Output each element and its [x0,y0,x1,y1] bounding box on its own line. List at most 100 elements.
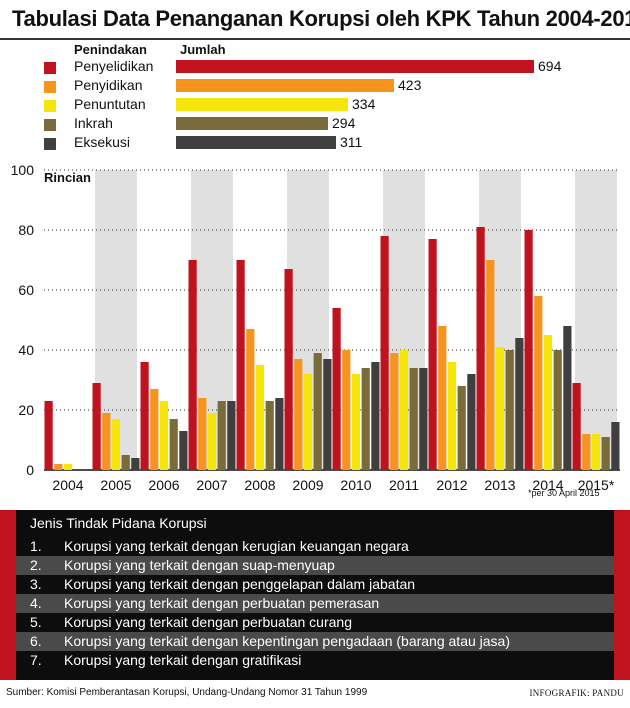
bar-eksekusi-2012 [467,374,476,470]
summary-bar [176,117,328,130]
x-tick-label: 2008 [244,477,275,493]
source-note: Sumber: Komisi Pemberantasan Korupsi, Un… [6,687,368,698]
y-axis-label: Rincian [44,170,91,185]
summary-label: Penuntutan [74,96,146,112]
bar-penuntutan-2009 [303,374,313,470]
y-tick-label: 0 [26,462,34,478]
summary-label: Penyidikan [74,77,143,93]
bar-penyidikan-2014 [534,296,543,470]
background-band [575,170,617,470]
bar-penyelidikan-2006 [140,362,149,470]
list-item-text: Korupsi yang terkait dengan kepentingan … [64,633,510,649]
list-item: 3. Korupsi yang terkait dengan penggelap… [16,575,614,594]
bar-penyelidikan-2005 [92,383,101,470]
x-tick-label: 2007 [196,477,227,493]
bar-penyidikan-2012 [438,326,447,470]
bar-inkrah-2005 [121,455,130,470]
bar-penyelidikan-2013 [476,227,485,470]
bar-eksekusi-2005 [131,458,140,470]
bar-penyelidikan-2010 [332,308,341,470]
bar-inkrah-2011 [409,368,418,470]
bar-penuntutan-2006 [159,401,169,470]
list-item: 7. Korupsi yang terkait dengan gratifika… [16,651,614,670]
bar-inkrah-2007 [217,401,226,470]
title-divider [0,38,630,40]
summary-bar [176,60,534,73]
list-item-number: 5. [30,614,42,630]
summary-value: 294 [332,115,356,131]
bar-penuntutan-2013 [495,347,505,470]
y-tick-label: 40 [18,342,34,358]
list-item: 2. Korupsi yang terkait dengan suap-meny… [16,556,614,575]
summary-label: Penyelidikan [74,58,154,74]
bar-penyidikan-2009 [294,359,303,470]
x-tick-label: 2011 [389,477,419,493]
summary-bar [176,98,348,111]
bar-inkrah-2009 [313,353,322,470]
summary-value: 311 [340,134,363,150]
summary-bar [176,79,394,92]
summary-label: Inkrah [74,115,113,131]
page-title: Tabulasi Data Penanganan Korupsi oleh KP… [12,6,630,31]
bar-penuntutan-2007 [207,413,217,470]
bar-penyidikan-2004 [54,464,63,470]
x-tick-label: 2012 [436,477,467,493]
list-item-number: 2. [30,557,42,573]
bar-penyelidikan-2009 [284,269,293,470]
list-item-number: 7. [30,652,42,668]
list-item-text: Korupsi yang terkait dengan suap-menyuap [64,557,335,573]
bar-penyidikan-2015 [582,434,591,470]
x-tick-label: 2015* [578,477,615,493]
summary-value: 423 [398,77,422,93]
list-item-text: Korupsi yang terkait dengan perbuatan cu… [64,614,352,630]
bar-inkrah-2014 [553,350,562,470]
bar-inkrah-2013 [505,350,514,470]
bar-eksekusi-2009 [323,359,332,470]
bar-penyelidikan-2014 [524,230,533,470]
panel-accent-right [614,510,630,680]
legend-swatch-penyidikan [44,81,56,93]
bar-penyidikan-2011 [390,353,399,470]
bar-penyelidikan-2004 [44,401,53,470]
y-tick-label: 80 [18,222,34,238]
list-item-text: Korupsi yang terkait dengan kerugian keu… [64,538,409,554]
bar-penuntutan-2011 [399,350,409,470]
bar-penuntutan-2010 [351,374,361,470]
x-tick-label: 2013 [484,477,515,493]
summary-value: 334 [352,96,376,112]
summary-bar [176,136,336,149]
x-tick-label: 2014 [532,477,563,493]
bar-eksekusi-2010 [371,362,380,470]
bar-inkrah-2008 [265,401,274,470]
bar-inkrah-2015 [601,437,610,470]
list-item: 5. Korupsi yang terkait dengan perbuatan… [16,613,614,632]
bar-eksekusi-2007 [227,401,236,470]
panel-accent-left [0,510,16,680]
bar-penyelidikan-2015 [572,383,581,470]
x-tick-label: 2010 [340,477,371,493]
bar-penuntutan-2012 [447,362,457,470]
bar-inkrah-2010 [361,368,370,470]
list-item-text: Korupsi yang terkait dengan penggelapan … [64,576,416,592]
x-tick-label: 2004 [52,477,83,493]
legend-swatch-penuntutan [44,100,56,112]
bar-penuntutan-2015 [591,434,601,470]
list-item: 6. Korupsi yang terkait dengan kepenting… [16,632,614,651]
summary-header-category: Penindakan [74,42,147,57]
list-item-text: Korupsi yang terkait dengan perbuatan pe… [64,595,380,611]
bar-eksekusi-2006 [179,431,188,470]
bar-penyelidikan-2012 [428,239,437,470]
x-tick-label: 2009 [292,477,323,493]
rincian-bar-chart: 0 20 40 60 80 100 2004 2005 2006 2007 2008 2009 2010… [11,162,620,493]
bar-penyidikan-2005 [102,413,111,470]
legend-swatch-penyelidikan [44,62,56,74]
bar-penyidikan-2010 [342,350,351,470]
infographic-credit: INFOGRAFIK: PANDU [529,688,624,698]
summary-value: 694 [538,58,562,74]
y-tick-label: 60 [18,282,34,298]
legend-swatch-eksekusi [44,138,56,150]
chart-footnote: *per 30 April 2015 [528,488,600,498]
bar-inkrah-2006 [169,419,178,470]
list-item-number: 4. [30,595,42,611]
list-item-number: 3. [30,576,42,592]
